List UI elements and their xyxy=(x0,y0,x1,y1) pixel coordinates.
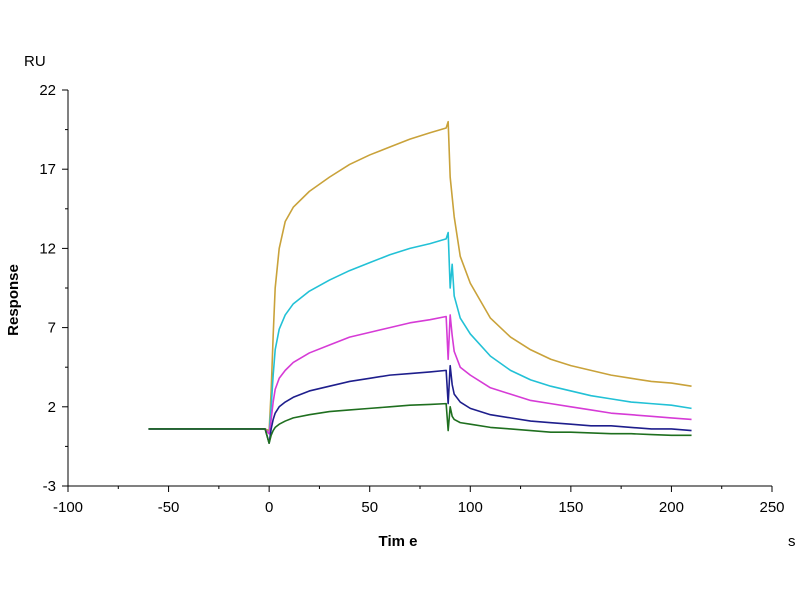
y-tick-label: -3 xyxy=(43,478,56,495)
x-unit-label: s xyxy=(788,533,796,550)
x-axis-title: Tim e xyxy=(379,533,418,550)
series-line-4 xyxy=(148,364,692,445)
x-tick-label: 100 xyxy=(458,499,483,516)
axis-layer xyxy=(67,90,772,487)
x-tick-label: 250 xyxy=(759,499,784,516)
y-axis-title: Response xyxy=(5,264,22,336)
tick-layer: -3 2 7 12 17 22 -100 -50 0 50 100 150 200 250 xyxy=(39,82,784,516)
y-tick-label: 22 xyxy=(39,82,56,99)
y-tick-label: 12 xyxy=(39,240,56,257)
y-tick-label: 2 xyxy=(48,399,56,416)
y-tick-label: 7 xyxy=(48,320,56,337)
x-tick-label: -50 xyxy=(158,499,180,516)
x-tick-label: 50 xyxy=(361,499,378,516)
y-tick-label: 17 xyxy=(39,161,56,178)
series-line-3 xyxy=(148,314,692,435)
x-tick-label: -100 xyxy=(53,499,83,516)
x-tick-label: 150 xyxy=(558,499,583,516)
x-tick-label: 200 xyxy=(659,499,684,516)
series-layer xyxy=(148,120,692,445)
series-line-1 xyxy=(148,120,692,432)
x-tick-label: 0 xyxy=(265,499,273,516)
series-line-2 xyxy=(148,231,692,435)
series-line-5 xyxy=(148,402,692,445)
y-unit-label: RU xyxy=(24,53,46,70)
